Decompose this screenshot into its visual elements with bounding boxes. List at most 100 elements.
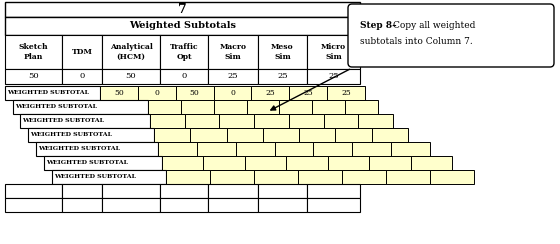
Text: WEIGHTED SUBTOTAL: WEIGHTED SUBTOTAL: [7, 91, 89, 95]
Text: subtotals into Column 7.: subtotals into Column 7.: [360, 37, 473, 45]
Bar: [102, 69, 160, 84]
Bar: [386, 170, 430, 184]
Bar: [324, 114, 358, 128]
Bar: [20, 114, 150, 128]
Text: 0: 0: [155, 89, 159, 97]
Bar: [138, 86, 176, 100]
Bar: [307, 35, 360, 69]
Bar: [5, 184, 62, 198]
Bar: [160, 198, 208, 212]
Bar: [102, 198, 160, 212]
Bar: [254, 170, 298, 184]
Text: Sketch
Plan: Sketch Plan: [18, 43, 48, 61]
Text: WEIGHTED SUBTOTAL: WEIGHTED SUBTOTAL: [15, 104, 97, 110]
Bar: [13, 100, 148, 114]
FancyBboxPatch shape: [348, 4, 554, 67]
Bar: [214, 100, 246, 114]
Bar: [62, 35, 102, 69]
Bar: [312, 100, 345, 114]
Bar: [227, 128, 263, 142]
Bar: [150, 114, 185, 128]
Bar: [279, 100, 312, 114]
Bar: [352, 142, 391, 156]
Text: 7: 7: [178, 3, 187, 16]
Text: Micro
Sim: Micro Sim: [321, 43, 346, 61]
Text: 25: 25: [341, 89, 351, 97]
Bar: [369, 156, 410, 170]
Bar: [158, 142, 197, 156]
Bar: [410, 156, 452, 170]
Bar: [298, 170, 342, 184]
Bar: [327, 86, 365, 100]
Bar: [236, 142, 274, 156]
Bar: [289, 114, 324, 128]
Bar: [102, 35, 160, 69]
Text: Weighted Subtotals: Weighted Subtotals: [129, 21, 236, 30]
Bar: [258, 69, 307, 84]
Bar: [166, 170, 210, 184]
Bar: [210, 170, 254, 184]
Text: 50: 50: [190, 89, 199, 97]
Bar: [314, 142, 352, 156]
Bar: [5, 17, 360, 35]
Bar: [5, 69, 62, 84]
Bar: [345, 100, 378, 114]
Text: Meso
Sim: Meso Sim: [271, 43, 294, 61]
Bar: [160, 69, 208, 84]
Text: Analytical
(HCM): Analytical (HCM): [110, 43, 152, 61]
Text: 25: 25: [265, 89, 275, 97]
Text: 25: 25: [304, 89, 313, 97]
Bar: [258, 198, 307, 212]
Bar: [372, 128, 408, 142]
Bar: [328, 156, 369, 170]
Bar: [254, 114, 289, 128]
Bar: [258, 184, 307, 198]
Text: 50: 50: [125, 72, 136, 81]
Bar: [335, 128, 372, 142]
Bar: [263, 128, 299, 142]
Bar: [5, 35, 62, 69]
Text: WEIGHTED SUBTOTAL: WEIGHTED SUBTOTAL: [38, 146, 120, 152]
Bar: [258, 35, 307, 69]
Bar: [358, 114, 393, 128]
Bar: [160, 184, 208, 198]
Text: Step 8–: Step 8–: [360, 21, 396, 30]
Text: Traffic
Opt: Traffic Opt: [170, 43, 198, 61]
Bar: [5, 2, 360, 17]
Bar: [208, 35, 258, 69]
Text: 25: 25: [228, 72, 239, 81]
Bar: [274, 142, 314, 156]
Bar: [307, 69, 360, 84]
Bar: [246, 100, 279, 114]
Bar: [181, 100, 214, 114]
Bar: [44, 156, 162, 170]
Bar: [148, 100, 181, 114]
Bar: [162, 156, 203, 170]
Bar: [5, 86, 100, 100]
Text: TDM: TDM: [72, 48, 92, 56]
Bar: [5, 198, 62, 212]
Text: 0: 0: [80, 72, 85, 81]
Bar: [342, 170, 386, 184]
Bar: [62, 198, 102, 212]
Bar: [62, 184, 102, 198]
Text: 0: 0: [181, 72, 186, 81]
Bar: [52, 170, 166, 184]
Text: WEIGHTED SUBTOTAL: WEIGHTED SUBTOTAL: [30, 132, 112, 138]
Bar: [197, 142, 236, 156]
Bar: [391, 142, 430, 156]
Bar: [286, 156, 328, 170]
Bar: [430, 170, 474, 184]
Bar: [307, 198, 360, 212]
Bar: [176, 86, 213, 100]
Text: WEIGHTED SUBTOTAL: WEIGHTED SUBTOTAL: [22, 119, 104, 123]
Bar: [307, 184, 360, 198]
Bar: [208, 198, 258, 212]
Text: 25: 25: [277, 72, 288, 81]
Bar: [245, 156, 286, 170]
Bar: [203, 156, 245, 170]
Text: Macro
Sim: Macro Sim: [220, 43, 246, 61]
Text: WEIGHTED SUBTOTAL: WEIGHTED SUBTOTAL: [46, 161, 128, 165]
Text: 25: 25: [328, 72, 339, 81]
Text: 0: 0: [230, 89, 235, 97]
